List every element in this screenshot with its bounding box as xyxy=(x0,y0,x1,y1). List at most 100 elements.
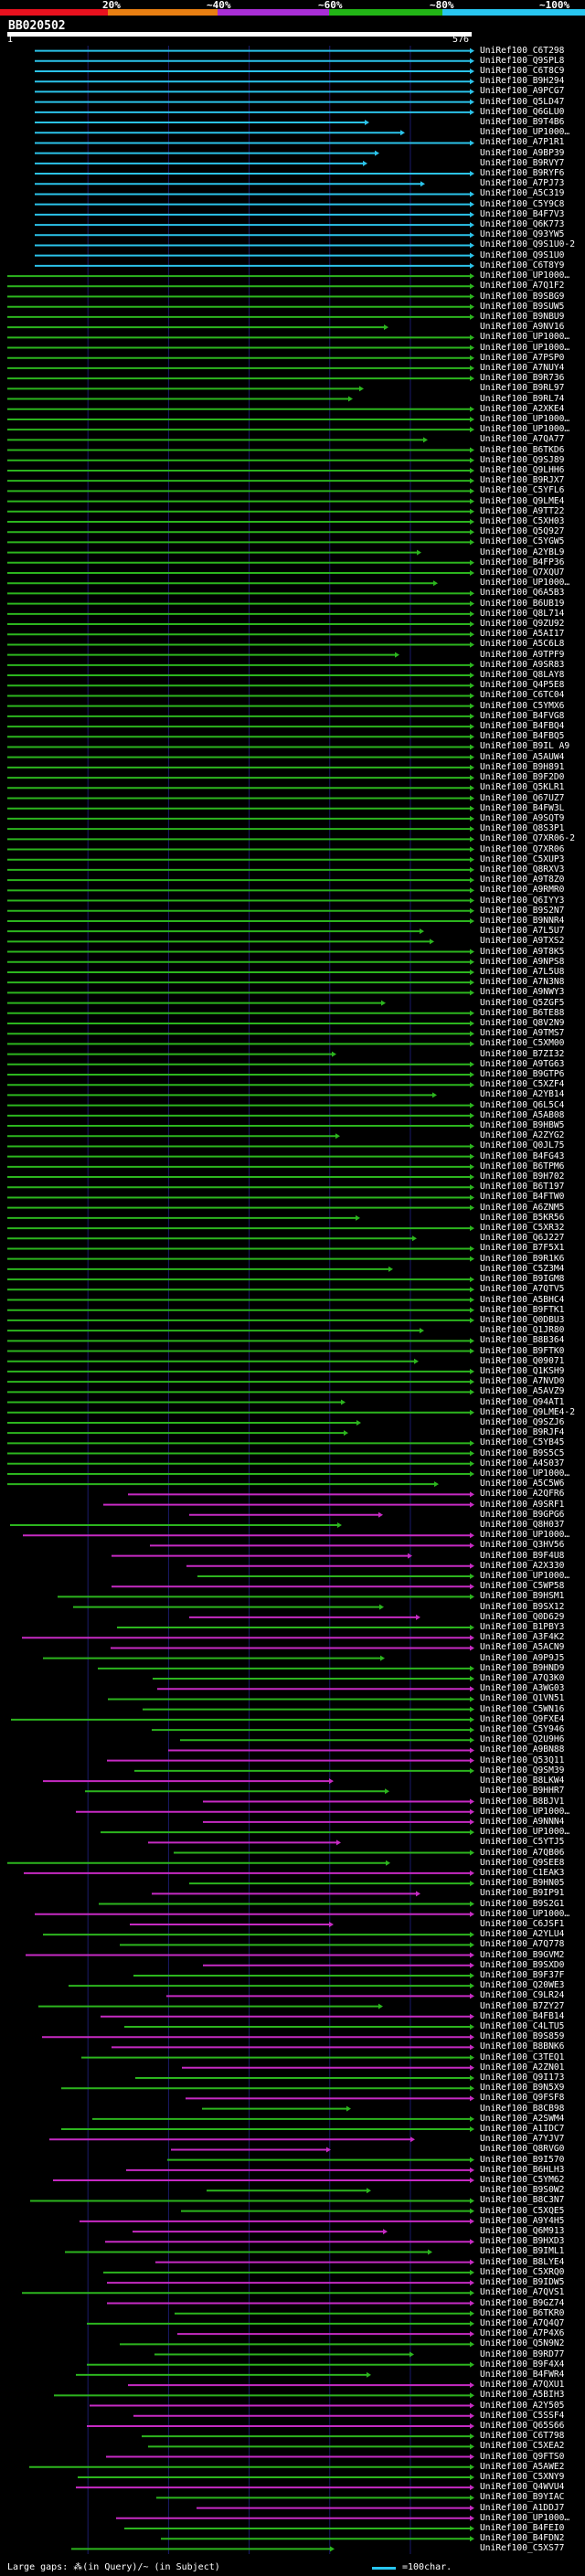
hit-label[interactable]: UniRef100_C5Y946 xyxy=(480,1724,565,1735)
hit-label[interactable]: UniRef100_C6T8Y9 xyxy=(480,260,565,270)
hit-label[interactable]: UniRef100_UP1000… xyxy=(480,270,570,281)
hit-label[interactable]: UniRef100_A9TPF9 xyxy=(480,649,565,660)
hit-label[interactable]: UniRef100_A7PSP0 xyxy=(480,352,565,363)
hit-label[interactable]: UniRef100_Q8H037 xyxy=(480,1519,565,1530)
hit-label[interactable]: UniRef100_A9TXS2 xyxy=(480,936,565,947)
hit-label[interactable]: UniRef100_Q7XQU7 xyxy=(480,567,565,578)
hit-label[interactable]: UniRef100_B9N5X9 xyxy=(480,2083,565,2094)
hit-label[interactable]: UniRef100_Q20WE3 xyxy=(480,1980,565,1991)
hit-label[interactable]: UniRef100_B8CB98 xyxy=(480,2103,565,2114)
hit-label[interactable]: UniRef100_A2ZN01 xyxy=(480,2062,565,2072)
hit-label[interactable]: UniRef100_B9T4B6 xyxy=(480,117,565,128)
hit-label[interactable]: UniRef100_A7P4X6 xyxy=(480,2328,565,2339)
hit-label[interactable]: UniRef100_Q9ZU92 xyxy=(480,619,565,630)
hit-label[interactable]: UniRef100_Q2U9H6 xyxy=(480,1734,565,1745)
hit-label[interactable]: UniRef100_C5YB45 xyxy=(480,1437,565,1448)
hit-label[interactable]: UniRef100_C9LR24 xyxy=(480,1990,565,2001)
hit-label[interactable]: UniRef100_B4FBQ5 xyxy=(480,731,565,742)
hit-label[interactable]: UniRef100_B9IP91 xyxy=(480,1888,565,1899)
hit-label[interactable]: UniRef100_A9BN88 xyxy=(480,1744,565,1755)
hit-label[interactable]: UniRef100_B9SX12 xyxy=(480,1601,565,1612)
hit-label[interactable]: UniRef100_Q9SJ89 xyxy=(480,454,565,465)
hit-label[interactable]: UniRef100_UP1000… xyxy=(480,1806,570,1817)
hit-label[interactable]: UniRef100_UP1000… xyxy=(480,1530,570,1541)
hit-label[interactable]: UniRef100_Q3HV56 xyxy=(480,1540,565,1551)
hit-label[interactable]: UniRef100_Q8V2N9 xyxy=(480,1017,565,1028)
hit-label[interactable]: UniRef100_A9NWY3 xyxy=(480,987,565,998)
hit-label[interactable]: UniRef100_Q5KLR1 xyxy=(480,782,565,793)
hit-label[interactable]: UniRef100_B4FVG8 xyxy=(480,710,565,721)
hit-label[interactable]: UniRef100_Q9SEE8 xyxy=(480,1857,565,1868)
hit-label[interactable]: UniRef100_Q0DBU3 xyxy=(480,1314,565,1325)
hit-label[interactable]: UniRef100_B9IML1 xyxy=(480,2246,565,2257)
hit-label[interactable]: UniRef100_C5YGW5 xyxy=(480,536,565,547)
hit-label[interactable]: UniRef100_A5AVZ9 xyxy=(480,1386,565,1397)
hit-label[interactable]: UniRef100_B8BNK6 xyxy=(480,2041,565,2052)
hit-label[interactable]: UniRef100_B9GPG6 xyxy=(480,1509,565,1520)
hit-label[interactable]: UniRef100_A3WG03 xyxy=(480,1683,565,1694)
hit-label[interactable]: UniRef100_Q6K773 xyxy=(480,219,565,230)
hit-label[interactable]: UniRef100_UP1000… xyxy=(480,413,570,424)
hit-label[interactable]: UniRef100_Q7XR06-2 xyxy=(480,833,575,844)
hit-label[interactable]: UniRef100_Q5ZGF5 xyxy=(480,997,565,1008)
hit-label[interactable]: UniRef100_B9RL74 xyxy=(480,393,565,404)
hit-label[interactable]: UniRef100_A2Y505 xyxy=(480,2400,565,2411)
hit-label[interactable]: UniRef100_C5YM62 xyxy=(480,2175,565,2186)
hit-label[interactable]: UniRef100_B9RD77 xyxy=(480,2348,565,2359)
hit-label[interactable]: UniRef100_B9GVM2 xyxy=(480,1949,565,1960)
hit-label[interactable]: UniRef100_Q53Q11 xyxy=(480,1754,565,1765)
hit-label[interactable]: UniRef100_C5WP58 xyxy=(480,1581,565,1592)
hit-label[interactable]: UniRef100_B5KR56 xyxy=(480,1212,565,1223)
hit-label[interactable]: UniRef100_Q5N9N2 xyxy=(480,2338,565,2349)
hit-label[interactable]: UniRef100_B9F2D0 xyxy=(480,772,565,783)
hit-label[interactable]: UniRef100_B9SXD0 xyxy=(480,1959,565,1970)
hit-label[interactable]: UniRef100_B9HSM1 xyxy=(480,1591,565,1602)
hit-label[interactable]: UniRef100_B4FW3L xyxy=(480,802,565,813)
hit-label[interactable]: UniRef100_B7ZY27 xyxy=(480,2000,565,2011)
hit-label[interactable]: UniRef100_Q6L5C4 xyxy=(480,1099,565,1110)
hit-label[interactable]: UniRef100_B9RJX7 xyxy=(480,475,565,486)
hit-label[interactable]: UniRef100_Q65S66 xyxy=(480,2420,565,2431)
hit-label[interactable]: UniRef100_C5XM00 xyxy=(480,1038,565,1049)
hit-label[interactable]: UniRef100_A5AB08 xyxy=(480,1109,565,1120)
hit-label[interactable]: UniRef100_B9HND9 xyxy=(480,1662,565,1673)
hit-label[interactable]: UniRef100_B7F5X1 xyxy=(480,1243,565,1254)
hit-label[interactable]: UniRef100_A9RMR0 xyxy=(480,885,565,896)
hit-label[interactable]: UniRef100_C6T798 xyxy=(480,2431,565,2442)
hit-label[interactable]: UniRef100_A5BIH3 xyxy=(480,2390,565,2401)
hit-label[interactable]: UniRef100_UP1000… xyxy=(480,1571,570,1581)
hit-label[interactable]: UniRef100_B4FP36 xyxy=(480,557,565,567)
hit-label[interactable]: UniRef100_A9PCG7 xyxy=(480,86,565,97)
hit-label[interactable]: UniRef100_A7QVS1 xyxy=(480,2287,565,2298)
hit-label[interactable]: UniRef100_C5Z3M4 xyxy=(480,1263,565,1274)
hit-label[interactable]: UniRef100_B4F7V3 xyxy=(480,208,565,219)
hit-label[interactable]: UniRef100_Q4WVU4 xyxy=(480,2482,565,2493)
hit-label[interactable]: UniRef100_A9SQT9 xyxy=(480,812,565,823)
hit-label[interactable]: UniRef100_B9GZ74 xyxy=(480,2297,565,2308)
hit-label[interactable]: UniRef100_Q9FXE4 xyxy=(480,1713,565,1724)
hit-label[interactable]: UniRef100_UP1000… xyxy=(480,578,570,588)
hit-label[interactable]: UniRef100_A7Q1F2 xyxy=(480,281,565,292)
hit-label[interactable]: UniRef100_Q9S1U0 xyxy=(480,249,565,260)
hit-label[interactable]: UniRef100_A2YBL9 xyxy=(480,546,565,557)
hit-label[interactable]: UniRef100_B9HXD3 xyxy=(480,2236,565,2247)
hit-label[interactable]: UniRef100_C5XR32 xyxy=(480,1223,565,1234)
hit-label[interactable]: UniRef100_C6JSF1 xyxy=(480,1918,565,1929)
hit-label[interactable]: UniRef100_Q94AT1 xyxy=(480,1396,565,1407)
hit-label[interactable]: UniRef100_A2XKE4 xyxy=(480,403,565,414)
hit-label[interactable]: UniRef100_B9HN05 xyxy=(480,1878,565,1889)
hit-label[interactable]: UniRef100_Q9LHH6 xyxy=(480,464,565,475)
hit-label[interactable]: UniRef100_Q9SM39 xyxy=(480,1765,565,1776)
hit-label[interactable]: UniRef100_B9S5C5 xyxy=(480,1447,565,1458)
hit-label[interactable]: UniRef100_B8LKW4 xyxy=(480,1776,565,1786)
hit-label[interactable]: UniRef100_Q0JL75 xyxy=(480,1140,565,1151)
hit-label[interactable]: UniRef100_A9NV16 xyxy=(480,322,565,333)
hit-label[interactable]: UniRef100_A2SWM4 xyxy=(480,2113,565,2124)
hit-label[interactable]: UniRef100_C5XQE5 xyxy=(480,2205,565,2216)
hit-label[interactable]: UniRef100_A7QTV5 xyxy=(480,1284,565,1295)
hit-label[interactable]: UniRef100_Q6M913 xyxy=(480,2226,565,2237)
hit-label[interactable]: UniRef100_Q7XR06 xyxy=(480,843,565,854)
hit-label[interactable]: UniRef100_B6TE88 xyxy=(480,1007,565,1018)
hit-label[interactable]: UniRef100_A3F4K2 xyxy=(480,1632,565,1643)
hit-label[interactable]: UniRef100_A7YJV7 xyxy=(480,2134,565,2145)
